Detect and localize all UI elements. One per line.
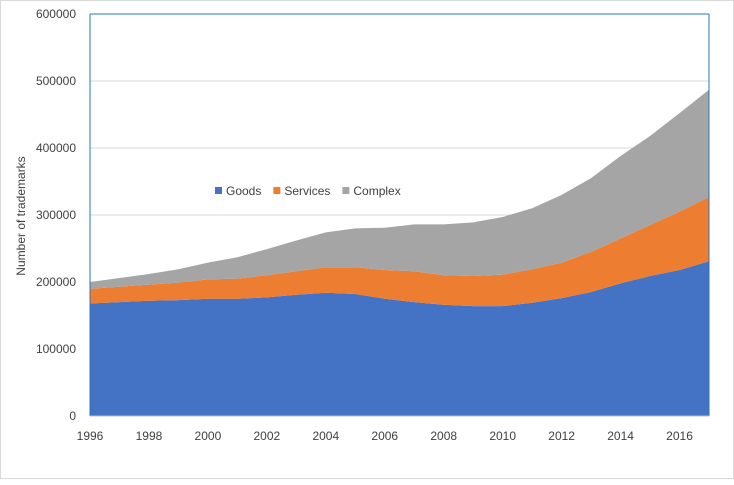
axes (89, 13, 710, 417)
x-tick-label-7: 2010 (489, 429, 516, 443)
y-tick-label-0: 0 (69, 409, 76, 423)
x-tick-labels: 1996 1998 2000 2002 2004 2006 2008 2010 2012 2014… (77, 429, 694, 443)
x-tick-label-5: 2006 (371, 429, 398, 443)
y-tick-label-5: 500000 (36, 74, 76, 88)
y-tick-label-6: 600000 (36, 7, 76, 21)
y-tick-label-2: 200000 (36, 275, 76, 289)
legend-swatch-goods (215, 187, 222, 194)
legend-label-services: Services (284, 184, 330, 198)
y-tick-labels: 0 100000 200000 300000 400000 500000 600000 (36, 7, 76, 423)
x-tick-label-0: 1996 (77, 429, 104, 443)
x-tick-label-10: 2016 (666, 429, 693, 443)
legend: Goods Services Complex (215, 184, 401, 198)
area-goods (90, 261, 709, 416)
x-tick-label-4: 2004 (312, 429, 339, 443)
y-tick-label-1: 100000 (36, 342, 76, 356)
y-tick-label-3: 300000 (36, 208, 76, 222)
x-tick-label-6: 2008 (430, 429, 457, 443)
x-tick-label-1: 1998 (136, 429, 163, 443)
x-tick-label-2: 2000 (195, 429, 222, 443)
area-series (90, 89, 709, 416)
x-tick-label-3: 2002 (254, 429, 281, 443)
legend-swatch-complex (342, 187, 350, 194)
area-complex (90, 89, 709, 289)
legend-label-complex: Complex (353, 184, 400, 198)
y-tick-label-4: 400000 (36, 141, 76, 155)
area-services (90, 196, 709, 307)
legend-label-goods: Goods (226, 184, 261, 198)
y-axis-label: Number of trademarks (14, 156, 28, 275)
x-tick-label-9: 2014 (607, 429, 634, 443)
x-tick-label-8: 2012 (548, 429, 575, 443)
legend-swatch-services (273, 187, 281, 194)
